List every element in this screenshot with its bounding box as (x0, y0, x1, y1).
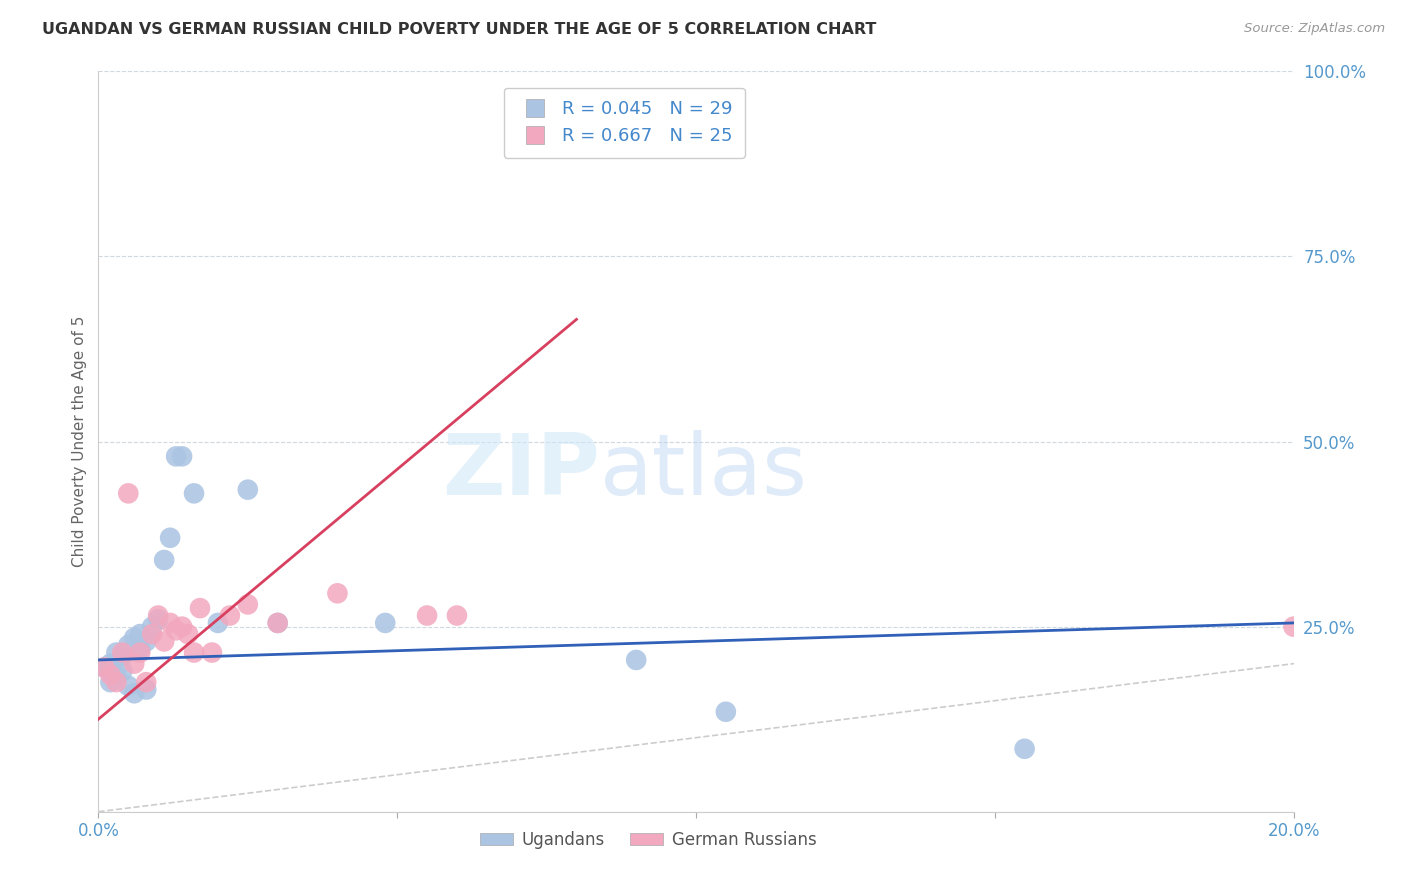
Point (117, 486, 139, 500)
Point (177, 627, 200, 641)
Point (188, 601, 211, 615)
Point (105, 667, 128, 681)
Point (153, 634, 176, 648)
Point (326, 586, 349, 600)
Point (93, 660, 115, 674)
Point (236, 483, 259, 497)
Point (111, 649, 134, 664)
Point (159, 531, 181, 545)
Point (148, 612, 170, 626)
Point (93, 660, 115, 674)
Point (124, 657, 146, 671)
Text: Source: ZipAtlas.com: Source: ZipAtlas.com (1244, 22, 1385, 36)
Point (626, 653, 648, 667)
Point (183, 486, 205, 500)
Point (135, 682, 157, 697)
Point (165, 624, 187, 638)
Point (105, 646, 128, 660)
Point (117, 638, 139, 652)
Y-axis label: Child Poverty Under the Age of 5: Child Poverty Under the Age of 5 (72, 316, 87, 567)
Point (267, 615, 290, 630)
Point (111, 664, 134, 678)
Point (153, 553, 176, 567)
Point (201, 646, 224, 660)
Point (141, 619, 163, 633)
Point (416, 608, 439, 623)
Point (141, 627, 163, 641)
Point (446, 608, 468, 623)
Point (219, 608, 242, 623)
Legend: Ugandans, German Russians: Ugandans, German Russians (474, 824, 823, 855)
Point (1014, 741, 1036, 756)
Point (129, 641, 152, 656)
Point (98, 657, 122, 671)
Point (207, 615, 229, 630)
Point (172, 450, 194, 464)
Point (98, 667, 122, 681)
Text: UGANDAN VS GERMAN RUSSIAN CHILD POVERTY UNDER THE AGE OF 5 CORRELATION CHART: UGANDAN VS GERMAN RUSSIAN CHILD POVERTY … (42, 22, 876, 37)
Point (124, 686, 146, 700)
Point (159, 615, 181, 630)
Point (148, 608, 170, 623)
Point (135, 634, 157, 648)
Point (129, 627, 152, 641)
Text: ZIP: ZIP (443, 430, 600, 513)
Point (135, 675, 157, 690)
Point (714, 705, 737, 719)
Point (111, 646, 134, 660)
Point (267, 615, 290, 630)
Point (124, 631, 146, 645)
Point (165, 450, 187, 464)
Point (105, 675, 128, 690)
Text: atlas: atlas (600, 430, 808, 513)
Point (117, 679, 139, 693)
Point (374, 615, 396, 630)
Point (98, 675, 122, 690)
Point (1282, 619, 1305, 633)
Point (172, 619, 194, 633)
Point (236, 598, 259, 612)
Point (129, 646, 152, 660)
Point (183, 646, 205, 660)
